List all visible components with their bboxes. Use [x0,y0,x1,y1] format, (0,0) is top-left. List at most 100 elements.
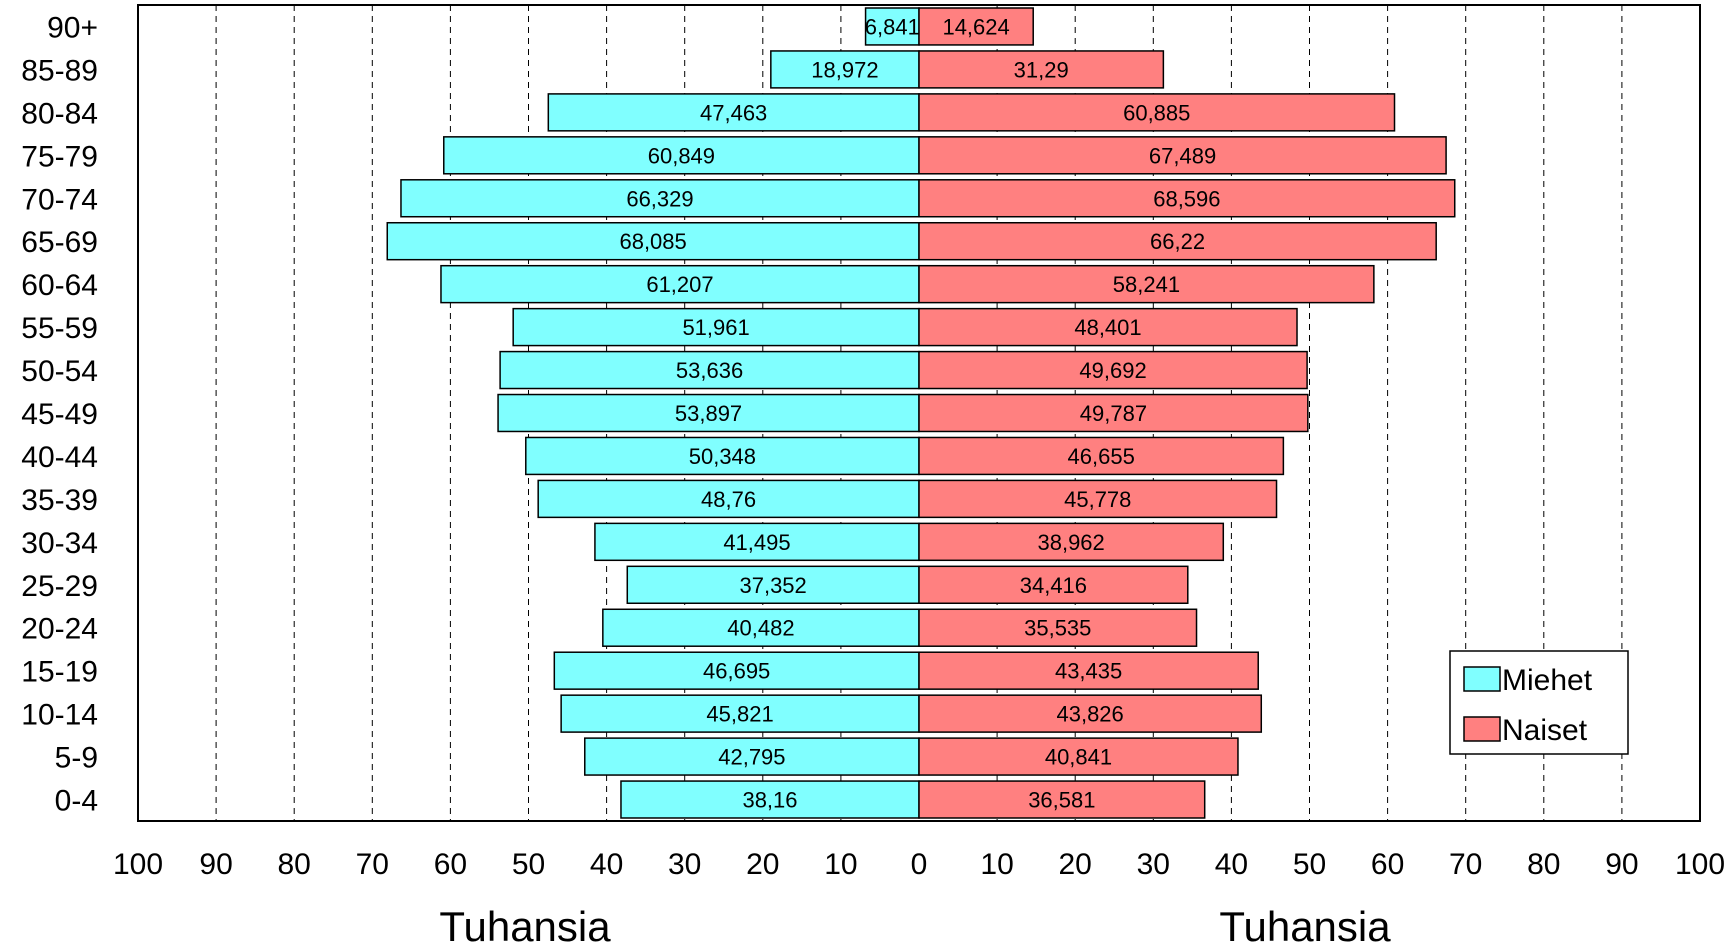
x-axis-label-right: Tuhansia [1219,903,1391,950]
data-label-naiset: 46,655 [1068,444,1135,469]
data-label-naiset: 35,535 [1024,616,1091,641]
bar-naiset [918,350,1308,390]
data-label-miehet: 18,972 [811,57,878,82]
bar-miehet [626,565,920,605]
bar-naiset [918,780,1206,819]
bar-naiset [918,221,1437,261]
bar-miehet [864,7,920,46]
legend-swatch-miehet [1463,666,1501,692]
bar-miehet [602,608,920,647]
data-label-naiset: 58,241 [1113,272,1180,297]
bar-miehet [440,264,920,304]
bar-miehet [512,307,920,347]
x-tick-label: 10 [980,848,1013,881]
legend-label-naiset: Naiset [1502,714,1588,747]
y-tick-label: 30-34 [21,527,98,560]
data-label-naiset: 60,885 [1123,100,1190,125]
data-label-miehet: 60,849 [648,143,715,168]
x-tick-label: 20 [1059,848,1092,881]
data-label-naiset: 49,787 [1080,401,1147,426]
bar-miehet [560,694,920,733]
bar-naiset [918,393,1309,433]
data-label-naiset: 34,416 [1020,573,1087,598]
data-label-naiset: 49,692 [1079,358,1146,383]
y-tick-label: 20-24 [21,613,98,646]
data-label-miehet: 53,636 [676,358,743,383]
data-label-miehet: 51,961 [682,315,749,340]
y-tick-label: 55-59 [21,312,98,345]
bar-miehet [553,651,920,690]
bar-naiset [918,737,1239,776]
y-tick-label: 45-49 [21,398,98,431]
bar-naiset [918,264,1375,304]
y-tick-label: 40-44 [21,441,98,474]
x-tick-label: 30 [1137,848,1170,881]
legend: Miehet Naiset [1449,650,1629,755]
y-tick-label: 85-89 [21,54,98,87]
bar-miehet [386,221,920,261]
data-label-naiset: 43,826 [1056,702,1123,727]
bar-naiset [918,7,1034,46]
bar-naiset [918,651,1259,690]
bar-naiset [918,93,1396,132]
x-tick-label: 40 [1215,848,1248,881]
bar-naiset [918,565,1189,605]
y-axis-labels: 90+ 85-89 80-84 75-79 70-74 65-69 60-64 55-59 50… [21,11,98,817]
x-axis-label-left: Tuhansia [439,903,611,950]
x-tick-label: 90 [199,848,232,881]
x-tick-label: 70 [356,848,389,881]
data-label-miehet: 50,348 [689,444,756,469]
y-tick-label: 65-69 [21,226,98,259]
bar-miehet [443,136,920,175]
data-label-miehet: 48,76 [701,487,756,512]
bar-naiset [918,436,1285,476]
bar-naiset [918,522,1225,562]
x-tick-label: 30 [668,848,701,881]
bar-miehet [584,737,920,776]
y-tick-label: 75-79 [21,140,98,173]
data-label-miehet: 47,463 [700,100,767,125]
x-tick-label: 60 [1371,848,1404,881]
data-label-naiset: 68,596 [1153,186,1220,211]
x-tick-label: 60 [434,848,467,881]
bar-naiset [918,179,1456,218]
bar-miehet [497,393,920,433]
x-tick-label: 100 [1675,848,1725,881]
bar-miehet [770,50,920,89]
data-label-naiset: 36,581 [1028,788,1095,813]
data-label-miehet: 68,085 [619,229,686,254]
x-tick-label: 50 [512,848,545,881]
y-tick-label: 50-54 [21,355,98,388]
data-label-miehet: 40,482 [727,616,794,641]
x-tick-label: 70 [1449,848,1482,881]
data-label-miehet: 66,329 [626,186,693,211]
data-label-miehet: 53,897 [675,401,742,426]
bar-naiset [918,694,1263,733]
data-label-miehet: 38,16 [742,788,797,813]
x-tick-label: 20 [746,848,779,881]
y-tick-label: 80-84 [21,97,98,130]
legend-swatch-naiset [1463,716,1501,742]
bar-naiset [918,479,1278,519]
x-tick-label: 40 [590,848,623,881]
data-label-miehet: 41,495 [723,530,790,555]
data-label-naiset: 45,778 [1064,487,1131,512]
bar-naiset [918,50,1165,89]
y-tick-label: 15-19 [21,656,98,689]
data-label-naiset: 31,29 [1014,57,1069,82]
bars: 6,841 18,972 47,463 60,849 66,329 68,085 61,20… [386,7,1456,819]
data-label-naiset: 67,489 [1149,143,1216,168]
data-label-naiset: 38,962 [1037,530,1104,555]
data-label-naiset: 40,841 [1045,745,1112,770]
bar-miehet [620,780,920,819]
bar-naiset [918,307,1298,347]
y-tick-label: 25-29 [21,570,98,603]
x-axis-ticks: 100 90 80 70 60 50 40 30 20 10 0 10 20 30 40 50 60 70 80 90… [113,848,1725,881]
x-tick-label: 80 [278,848,311,881]
data-label-miehet: 61,207 [646,272,713,297]
bar-miehet [499,350,920,390]
x-tick-label: 10 [824,848,857,881]
data-label-miehet: 37,352 [739,573,806,598]
bar-naiset [918,608,1198,647]
